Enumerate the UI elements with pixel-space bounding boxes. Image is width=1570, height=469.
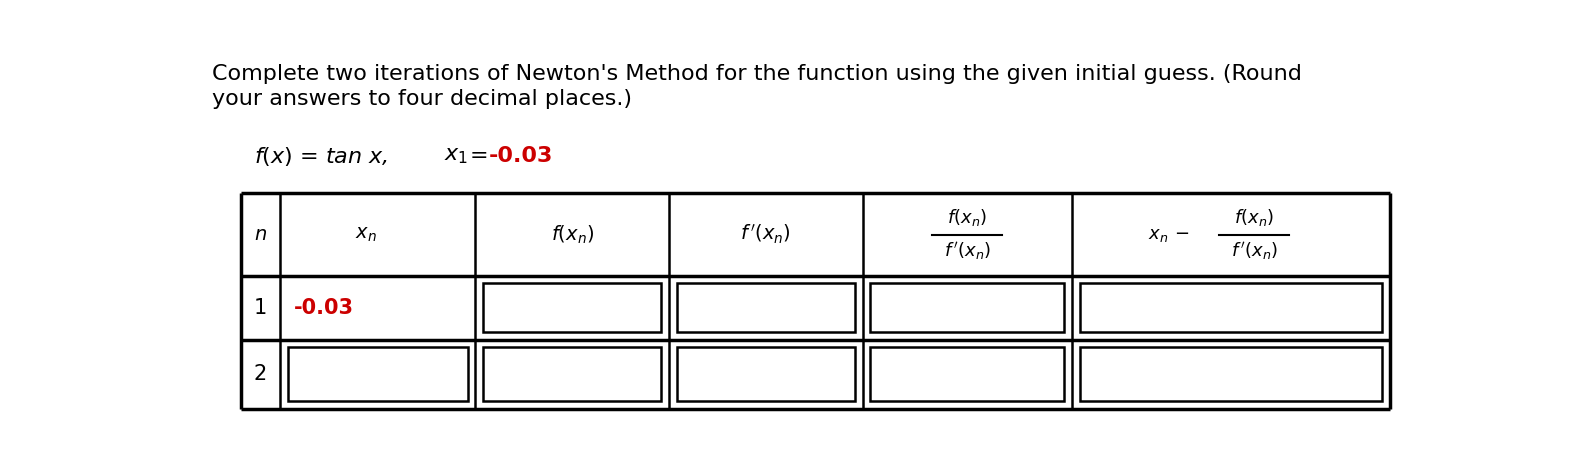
- Text: =: =: [469, 146, 488, 166]
- Bar: [484, 348, 661, 401]
- Bar: [484, 283, 661, 332]
- Text: $f\,'(x_n)$: $f\,'(x_n)$: [1231, 241, 1278, 263]
- Text: $x_n$: $x_n$: [355, 225, 377, 244]
- Text: $n$: $n$: [254, 225, 267, 244]
- Text: $f(x_n)$: $f(x_n)$: [551, 223, 593, 246]
- Bar: [870, 283, 1064, 332]
- Text: -0.03: -0.03: [488, 146, 553, 166]
- Text: Complete two iterations of Newton's Method for the function using the given init: Complete two iterations of Newton's Meth…: [212, 64, 1302, 84]
- Bar: [1080, 283, 1382, 332]
- Text: $f(x_n)$: $f(x_n)$: [947, 207, 988, 228]
- Text: $f\,'(x_n)$: $f\,'(x_n)$: [944, 241, 991, 263]
- Text: $x_n\,-$: $x_n\,-$: [1148, 226, 1190, 243]
- Text: $f(x_n)$: $f(x_n)$: [1234, 207, 1275, 228]
- Bar: [287, 348, 468, 401]
- Text: 2: 2: [254, 364, 267, 384]
- Text: 1: 1: [254, 298, 267, 318]
- Text: your answers to four decimal places.): your answers to four decimal places.): [212, 89, 631, 109]
- Bar: [677, 283, 856, 332]
- Bar: [1080, 348, 1382, 401]
- Bar: [870, 348, 1064, 401]
- Text: $x_1$: $x_1$: [444, 146, 468, 166]
- Bar: [677, 348, 856, 401]
- Text: $f\,'(x_n)$: $f\,'(x_n)$: [741, 223, 791, 246]
- Text: $f(x)$ = tan $x$,: $f(x)$ = tan $x$,: [254, 145, 388, 168]
- Text: -0.03: -0.03: [294, 298, 353, 318]
